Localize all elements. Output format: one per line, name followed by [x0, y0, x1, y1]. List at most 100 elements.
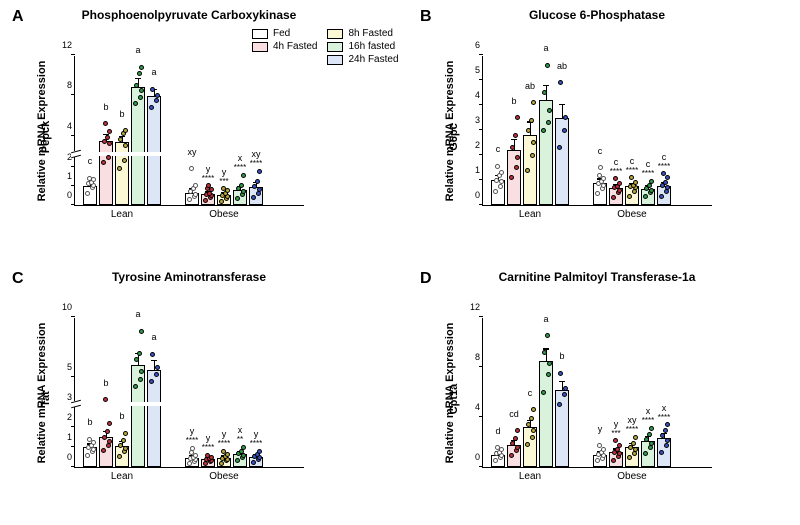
y-tick: 4 [67, 121, 72, 131]
sig-letter: ab [525, 81, 535, 91]
axis-break [71, 151, 79, 157]
data-point [647, 432, 652, 437]
data-point [187, 461, 192, 466]
data-point [515, 115, 520, 120]
data-point [547, 361, 552, 366]
sig-stars: **** [626, 425, 638, 434]
panel-label: D [420, 270, 432, 288]
y-tick: 0 [67, 452, 72, 462]
panel-D: DCarnitine Palmitoyl Transferase-1aCpt1a… [420, 270, 720, 470]
sig-letter: c [614, 157, 619, 167]
data-point [85, 453, 90, 458]
sig-letter: y [222, 167, 227, 177]
y-tick: 1 [67, 171, 72, 181]
legend-swatch [327, 29, 343, 39]
plot-area: 0124812cbbaaLeanxyy****y***x****xy****Ob… [74, 56, 304, 206]
y-axis-label: Relative mRNA Expression [36, 313, 48, 473]
sig-stars: **** [234, 163, 246, 172]
data-point [499, 170, 504, 175]
data-point [495, 164, 500, 169]
data-point [117, 454, 122, 459]
data-point [219, 199, 224, 204]
data-point [134, 357, 139, 362]
data-point [494, 178, 499, 183]
bar [523, 427, 537, 467]
data-point [150, 87, 155, 92]
data-point [87, 176, 92, 181]
data-point [123, 128, 128, 133]
data-point [563, 386, 568, 391]
sig-letter: y [598, 424, 603, 434]
data-point [107, 129, 112, 134]
chart-title: Tyrosine Aminotransferase [44, 270, 334, 284]
sig-letter: a [151, 332, 156, 342]
data-point [627, 455, 632, 460]
bar [147, 370, 161, 467]
data-point [123, 431, 128, 436]
data-point [257, 169, 262, 174]
y-tick: 1 [475, 165, 480, 175]
data-point [495, 445, 500, 450]
y-tick: 4 [475, 90, 480, 100]
sig-stars: **** [626, 166, 638, 175]
sig-letter: b [103, 378, 108, 388]
x-group-label: Lean [83, 471, 161, 482]
data-point [150, 352, 155, 357]
data-point [221, 449, 226, 454]
data-point [121, 438, 126, 443]
y-tick: 6 [475, 40, 480, 50]
data-point [558, 371, 563, 376]
data-point [665, 185, 670, 190]
y-tick: 1 [67, 432, 72, 442]
data-point [203, 198, 208, 203]
bar [539, 100, 553, 205]
sig-letter: b [87, 417, 92, 427]
data-point [255, 179, 260, 184]
data-point [531, 140, 536, 145]
data-point [139, 88, 144, 93]
data-point [139, 65, 144, 70]
chart-title: Phosphoenolpyruvate Carboxykinase [44, 8, 334, 22]
data-point [241, 445, 246, 450]
data-point [557, 402, 562, 407]
sig-letter: c [88, 156, 93, 166]
legend-swatch [327, 55, 343, 65]
sig-stars: **** [658, 413, 670, 422]
data-point [510, 441, 515, 446]
panel-label: C [12, 270, 24, 288]
y-tick: 8 [475, 352, 480, 362]
data-point [105, 429, 110, 434]
sig-letter: b [119, 109, 124, 119]
y-tick: 8 [67, 80, 72, 90]
x-group-label: Obese [185, 471, 263, 482]
data-point [515, 428, 520, 433]
data-point [541, 390, 546, 395]
sig-letter: b [511, 96, 516, 106]
y-axis-label: Relative mRNA Expression [444, 51, 456, 211]
sig-stars: ** [237, 435, 243, 444]
legend-label: 24h Fasted [348, 54, 398, 65]
sig-letter: y [222, 429, 227, 439]
plot-area: 0123456cbabaabLeancc****c****c****c****O… [482, 56, 712, 206]
sig-letter: c [630, 156, 635, 166]
sig-stars: *** [611, 429, 620, 438]
data-point [631, 441, 636, 446]
sig-letter: x [646, 406, 651, 416]
data-point [225, 452, 230, 457]
plot-area: 04812dcdcabLeanyy***xy****x****x****Obes… [482, 318, 712, 468]
panel-label: B [420, 8, 432, 26]
data-point [513, 436, 518, 441]
data-point [515, 445, 520, 450]
data-point [611, 195, 616, 200]
data-point [193, 453, 198, 458]
data-point [137, 71, 142, 76]
data-point [557, 145, 562, 150]
data-point [515, 155, 520, 160]
x-group-label: Lean [83, 209, 161, 220]
data-point [139, 329, 144, 334]
data-point [598, 165, 603, 170]
data-point [529, 416, 534, 421]
data-point [193, 183, 198, 188]
y-tick: 2 [475, 140, 480, 150]
sig-stars: **** [610, 167, 622, 176]
